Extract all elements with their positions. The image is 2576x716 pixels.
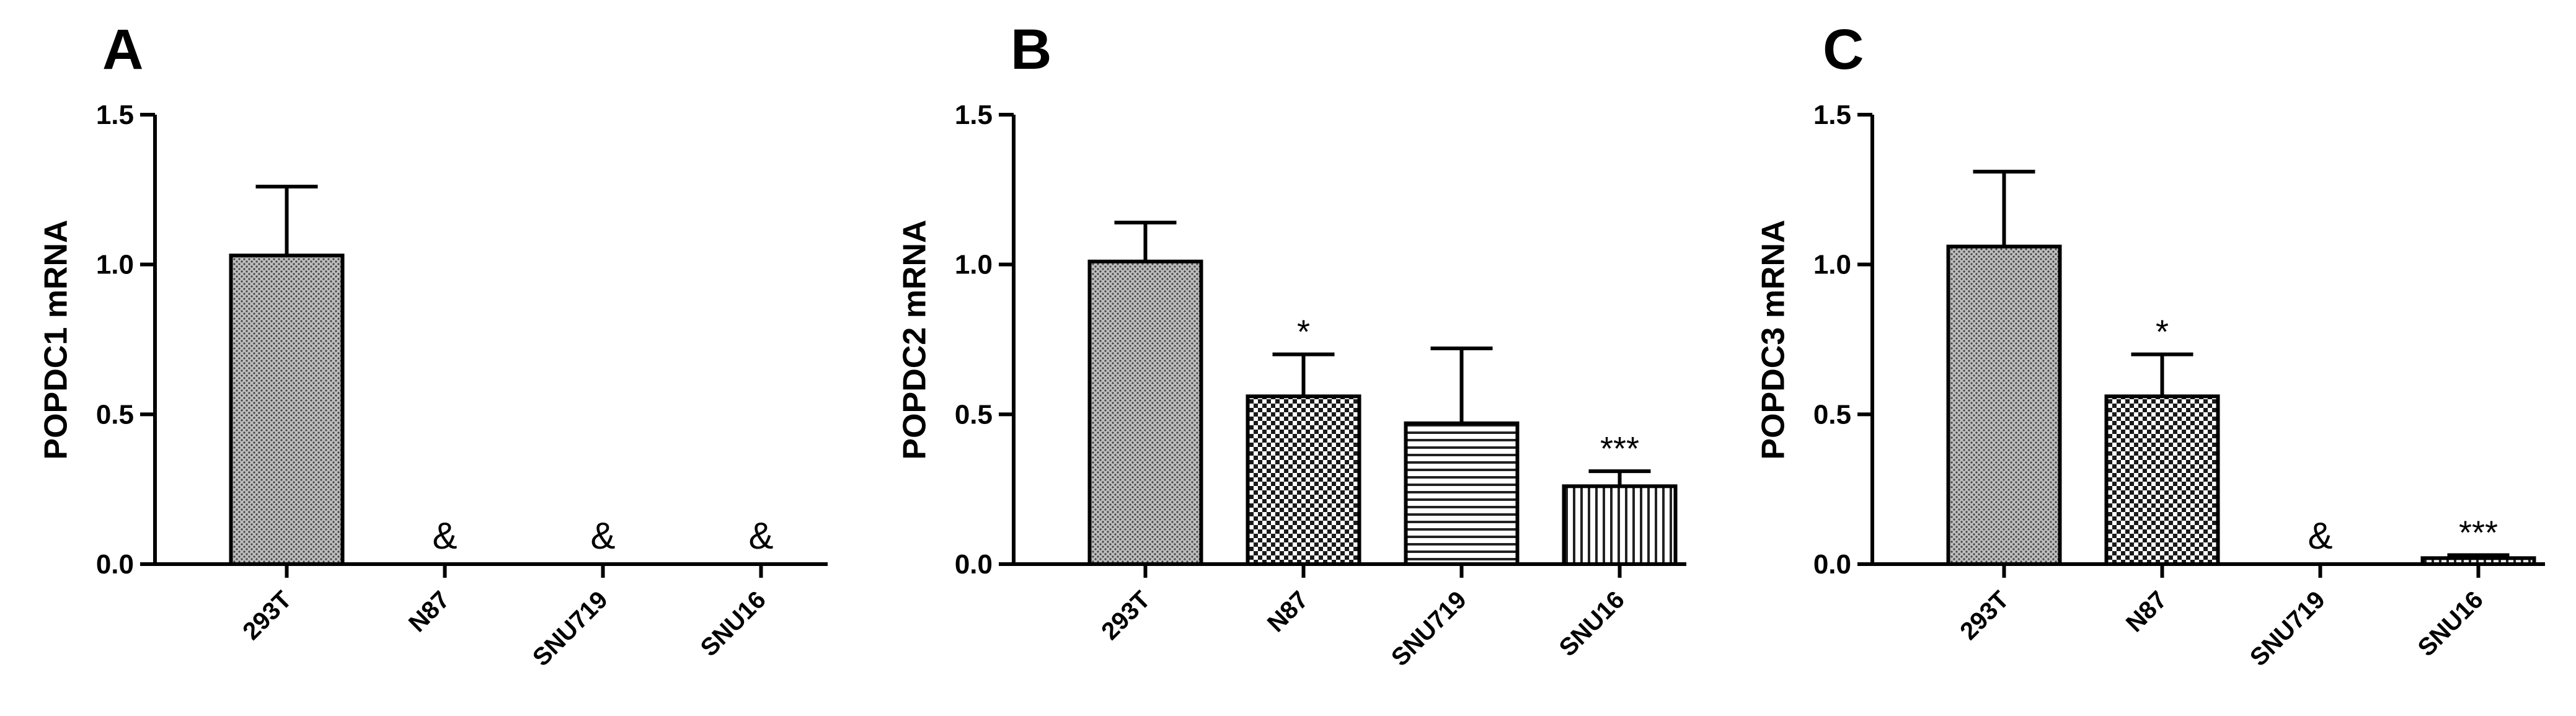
- bar-chart: 0.0 0.5 1.0 1.5 293T N87 * SNU719 SNU16 ***: [955, 100, 1686, 671]
- significance-label: ***: [1600, 430, 1639, 467]
- x-tick-label: 293T: [1955, 586, 2014, 645]
- y-tick-label: 0.0: [955, 549, 993, 580]
- significance-label: ***: [2459, 515, 2498, 552]
- significance-label: &: [432, 515, 457, 557]
- bar: [2104, 394, 2220, 566]
- significance-label: &: [590, 515, 615, 557]
- panel-label: C: [1823, 18, 1864, 81]
- y-tick-label: 0.5: [96, 399, 134, 430]
- axes: 0.0 0.5 1.0 1.5: [96, 100, 828, 580]
- bar-group: SNU719 &: [528, 515, 616, 671]
- significance-label: &: [748, 515, 773, 557]
- bar-group: SNU16 &: [696, 515, 774, 662]
- x-tick-label: SNU16: [2413, 586, 2489, 661]
- x-tick-label: SNU719: [528, 586, 613, 671]
- y-tick-label: 1.5: [955, 100, 993, 130]
- y-tick-label: 0.0: [96, 549, 134, 580]
- y-tick-label: 1.0: [955, 250, 993, 280]
- y-tick-label: 1.5: [1813, 100, 1851, 130]
- x-tick-label: N87: [2121, 586, 2172, 637]
- x-tick-label: SNU719: [2245, 586, 2330, 671]
- bar: [1087, 259, 1203, 566]
- x-tick-label: SNU16: [1554, 586, 1630, 661]
- significance-label: *: [2156, 314, 2169, 351]
- bar: [1404, 421, 1520, 566]
- y-tick-label: 0.5: [1813, 399, 1851, 430]
- bar-group: SNU16 ***: [1554, 430, 1678, 662]
- bar-group: SNU719 &: [2245, 515, 2333, 671]
- bar: [1246, 394, 1361, 566]
- bar: [1562, 484, 1678, 566]
- x-tick-label: 293T: [1096, 586, 1156, 645]
- chart-panel-a: A POPDC1 mRNA 0.0 0.5 1.0 1.5 293T N87 & SNU719…: [0, 0, 859, 716]
- bar-group: 293T: [229, 185, 345, 645]
- x-tick-label: 293T: [237, 586, 297, 645]
- chart-panel-b: B POPDC2 mRNA 0.0 0.5 1.0 1.5 293T N87 * SNU719…: [859, 0, 1717, 716]
- chart-panel-c: C POPDC3 mRNA 0.0 0.5 1.0 1.5 293T N87 * SNU719…: [1717, 0, 2576, 716]
- x-tick-label: SNU719: [1386, 586, 1472, 671]
- x-tick-label: SNU16: [696, 586, 771, 661]
- x-tick-label: N87: [404, 586, 455, 637]
- bar-group: N87 *: [1246, 314, 1361, 637]
- panel-label: B: [1011, 18, 1052, 81]
- bar-group: 293T: [1087, 221, 1203, 645]
- significance-label: *: [1297, 314, 1310, 351]
- bar-group: SNU719: [1386, 347, 1520, 671]
- bar-chart: 0.0 0.5 1.0 1.5 293T N87 & SNU719 & SNU16 &: [96, 100, 828, 671]
- bar: [2420, 556, 2536, 566]
- y-tick-label: 1.0: [1813, 250, 1851, 280]
- y-tick-label: 1.5: [96, 100, 134, 130]
- bar-group: 293T: [1946, 169, 2062, 645]
- bar-group: N87 *: [2104, 314, 2220, 637]
- significance-label: &: [2308, 515, 2332, 557]
- x-tick-label: N87: [1262, 586, 1314, 637]
- bar-chart: 0.0 0.5 1.0 1.5 293T N87 * SNU719 & SNU16 ***: [1813, 100, 2545, 671]
- bar: [1946, 244, 2062, 566]
- y-tick-label: 1.0: [96, 250, 134, 280]
- y-tick-label: 0.0: [1813, 549, 1851, 580]
- bar: [229, 254, 345, 566]
- bar-group: SNU16 ***: [2413, 515, 2536, 662]
- bar-group: N87 &: [404, 515, 458, 637]
- panel-label: A: [102, 18, 144, 81]
- y-tick-label: 0.5: [955, 399, 993, 430]
